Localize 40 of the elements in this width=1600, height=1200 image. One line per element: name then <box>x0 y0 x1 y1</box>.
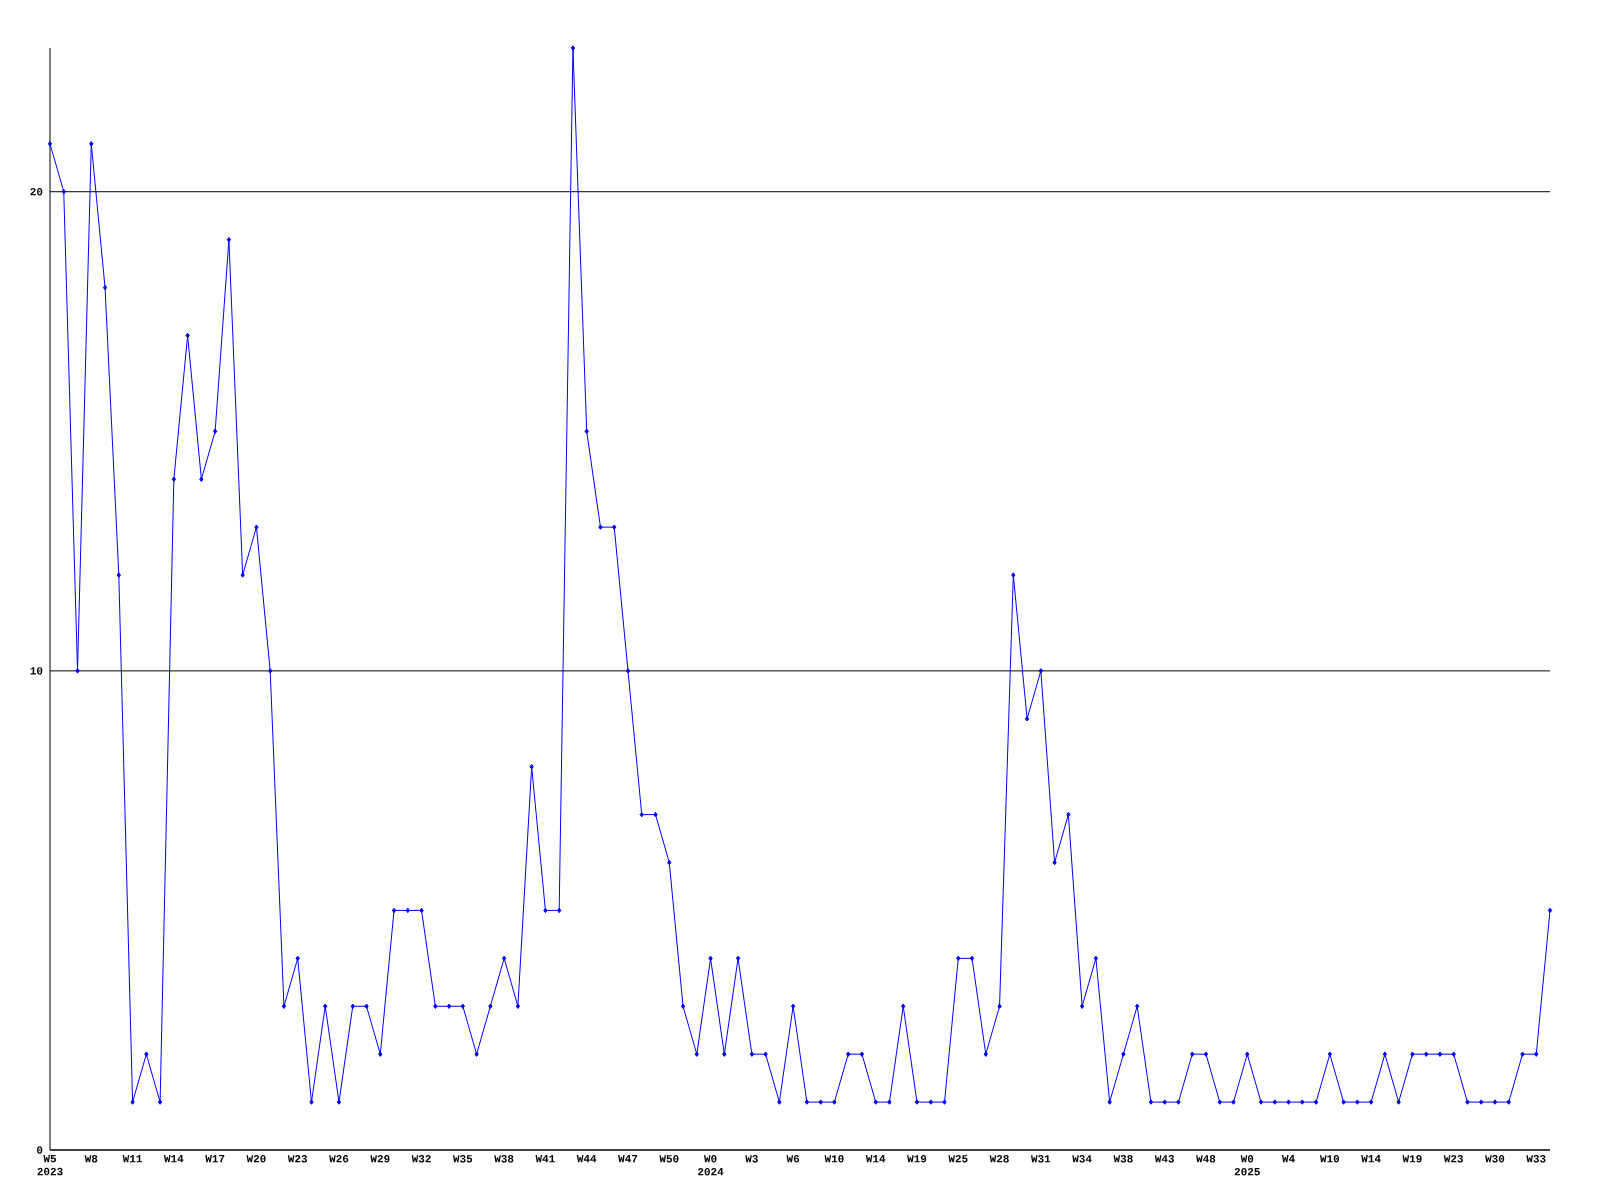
x-tick-label: W0 2024 <box>698 1155 724 1176</box>
x-tick-label: W25 <box>948 1155 968 1163</box>
x-tick-label: W29 <box>370 1155 390 1163</box>
x-tick-label: W14 <box>865 1155 886 1163</box>
x-tick-label: W20 <box>246 1155 266 1163</box>
x-tick-label: W28 <box>989 1155 1009 1163</box>
x-tick-label: W5 2023 <box>37 1155 63 1176</box>
x-tick-label: W50 <box>659 1155 679 1163</box>
x-tick-label: W43 <box>1154 1155 1175 1163</box>
x-tick-label: W48 <box>1196 1155 1216 1163</box>
x-tick-label: W30 <box>1485 1155 1505 1163</box>
x-tick-label: W23 <box>1443 1155 1464 1163</box>
x-tick-label: W8 <box>84 1155 98 1163</box>
x-tick-label: W33 <box>1526 1155 1546 1163</box>
x-tick-label: W26 <box>329 1155 349 1163</box>
x-tick-label: W14 <box>1361 1155 1381 1163</box>
x-tick-label: W35 <box>452 1155 473 1163</box>
x-tick-label: W41 <box>535 1155 555 1163</box>
x-tick-label: W14 <box>163 1155 184 1163</box>
x-tick-label: W34 <box>1072 1155 1092 1163</box>
x-tick-label: W44 <box>576 1155 597 1163</box>
x-tick-label: W38 <box>1113 1155 1133 1163</box>
y-tick-label: 10 <box>30 667 43 675</box>
x-tick-label: W38 <box>494 1155 514 1163</box>
x-tick-label: W23 <box>287 1155 308 1163</box>
x-tick-label: W32 <box>411 1155 431 1163</box>
x-tick-label: W19 <box>907 1155 927 1163</box>
x-tick-label: W10 <box>824 1155 844 1163</box>
x-tick-label: W11 <box>122 1155 142 1163</box>
y-tick-label: 20 <box>30 188 43 196</box>
x-tick-label: W6 <box>786 1155 800 1163</box>
x-tick-label: W3 <box>745 1155 758 1163</box>
x-tick-label: W0 2025 <box>1234 1155 1260 1176</box>
y-tick-label: 0 <box>37 1146 43 1154</box>
x-tick-label: W19 <box>1402 1155 1422 1163</box>
x-tick-label: W10 <box>1319 1155 1340 1163</box>
x-tick-label: W47 <box>618 1155 638 1163</box>
x-tick-label: W17 <box>205 1155 225 1163</box>
x-tick-label: W4 <box>1281 1155 1295 1163</box>
x-tick-label: W31 <box>1030 1155 1051 1163</box>
